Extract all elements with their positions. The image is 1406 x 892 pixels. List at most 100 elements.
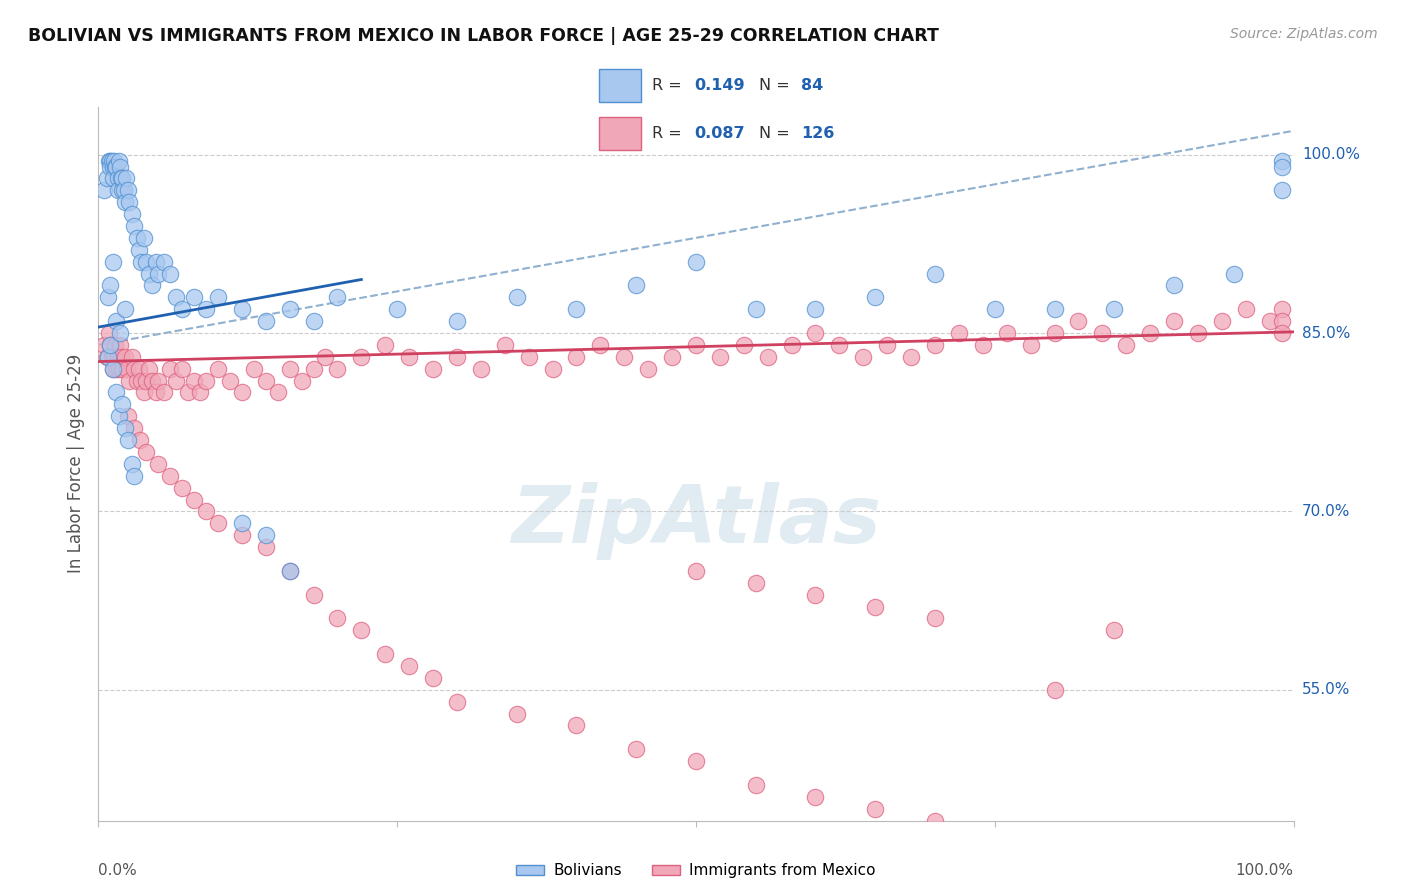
FancyBboxPatch shape <box>599 118 641 150</box>
Point <box>98 160 122 174</box>
Point <box>1187 326 1209 340</box>
Point <box>924 611 946 625</box>
Point <box>121 350 143 364</box>
Point <box>661 350 683 364</box>
Point <box>98 326 121 340</box>
Point <box>165 374 187 388</box>
Point <box>194 504 217 518</box>
Text: R =: R = <box>652 127 688 142</box>
Point <box>804 789 827 804</box>
Point <box>132 231 155 245</box>
Point <box>863 802 886 816</box>
Point <box>107 183 129 197</box>
Point <box>302 361 325 376</box>
Point <box>745 575 768 590</box>
Point <box>135 445 157 459</box>
Point <box>852 350 875 364</box>
Point <box>1019 338 1042 352</box>
Point <box>1139 326 1161 340</box>
Point <box>153 254 176 268</box>
Point <box>863 599 886 614</box>
Point <box>231 516 253 531</box>
Point <box>115 361 138 376</box>
Point <box>107 153 129 168</box>
Point <box>112 183 135 197</box>
Point <box>1211 314 1233 328</box>
Point <box>97 350 120 364</box>
Point <box>108 160 131 174</box>
Point <box>101 361 124 376</box>
Point <box>125 231 148 245</box>
Point <box>1271 302 1294 317</box>
Text: 0.0%: 0.0% <box>98 863 138 879</box>
Point <box>97 290 120 304</box>
Point <box>374 338 396 352</box>
Point <box>177 385 200 400</box>
Point <box>517 350 540 364</box>
Point <box>756 350 779 364</box>
Point <box>108 338 131 352</box>
Point <box>100 153 122 168</box>
Point <box>124 361 146 376</box>
Point <box>613 350 636 364</box>
Point <box>131 374 153 388</box>
Point <box>148 457 170 471</box>
Point <box>172 481 194 495</box>
Point <box>948 326 970 340</box>
Point <box>172 361 194 376</box>
Point <box>900 350 922 364</box>
Point <box>326 361 349 376</box>
Point <box>315 350 337 364</box>
Point <box>107 350 129 364</box>
Point <box>110 171 132 186</box>
Point <box>446 350 468 364</box>
Point <box>124 468 146 483</box>
Text: 55.0%: 55.0% <box>1302 682 1350 698</box>
Point <box>1043 326 1066 340</box>
Point <box>470 361 492 376</box>
Point <box>98 278 122 293</box>
Point <box>1258 314 1281 328</box>
Point <box>589 338 612 352</box>
Point <box>1091 326 1114 340</box>
Point <box>828 338 851 352</box>
Point <box>972 338 994 352</box>
Point <box>115 171 138 186</box>
Point <box>350 624 373 638</box>
Point <box>685 564 707 578</box>
Point <box>267 385 290 400</box>
Point <box>153 385 176 400</box>
Point <box>101 361 124 376</box>
Point <box>101 160 124 174</box>
Point <box>114 195 136 210</box>
Point <box>565 302 588 317</box>
Point <box>183 290 205 304</box>
Text: 100.0%: 100.0% <box>1236 863 1294 879</box>
Text: 84: 84 <box>801 78 824 93</box>
Point <box>148 267 170 281</box>
Point <box>128 361 150 376</box>
Point <box>107 409 129 424</box>
Point <box>114 302 136 317</box>
Point <box>924 814 946 828</box>
FancyBboxPatch shape <box>599 70 641 102</box>
Text: BOLIVIAN VS IMMIGRANTS FROM MEXICO IN LABOR FORCE | AGE 25-29 CORRELATION CHART: BOLIVIAN VS IMMIGRANTS FROM MEXICO IN LA… <box>28 27 939 45</box>
Point <box>278 564 301 578</box>
Point <box>98 338 122 352</box>
Point <box>745 778 768 792</box>
Point <box>183 374 205 388</box>
Point <box>188 385 211 400</box>
Point <box>733 338 755 352</box>
Point <box>506 290 529 304</box>
Point <box>101 171 124 186</box>
Point <box>104 160 127 174</box>
Point <box>398 659 420 673</box>
Point <box>93 183 115 197</box>
Y-axis label: In Labor Force | Age 25-29: In Labor Force | Age 25-29 <box>66 354 84 574</box>
Point <box>506 706 529 721</box>
Point <box>326 611 349 625</box>
Point <box>165 290 187 304</box>
Text: Source: ZipAtlas.com: Source: ZipAtlas.com <box>1230 27 1378 41</box>
Point <box>1163 314 1185 328</box>
Point <box>128 243 150 257</box>
